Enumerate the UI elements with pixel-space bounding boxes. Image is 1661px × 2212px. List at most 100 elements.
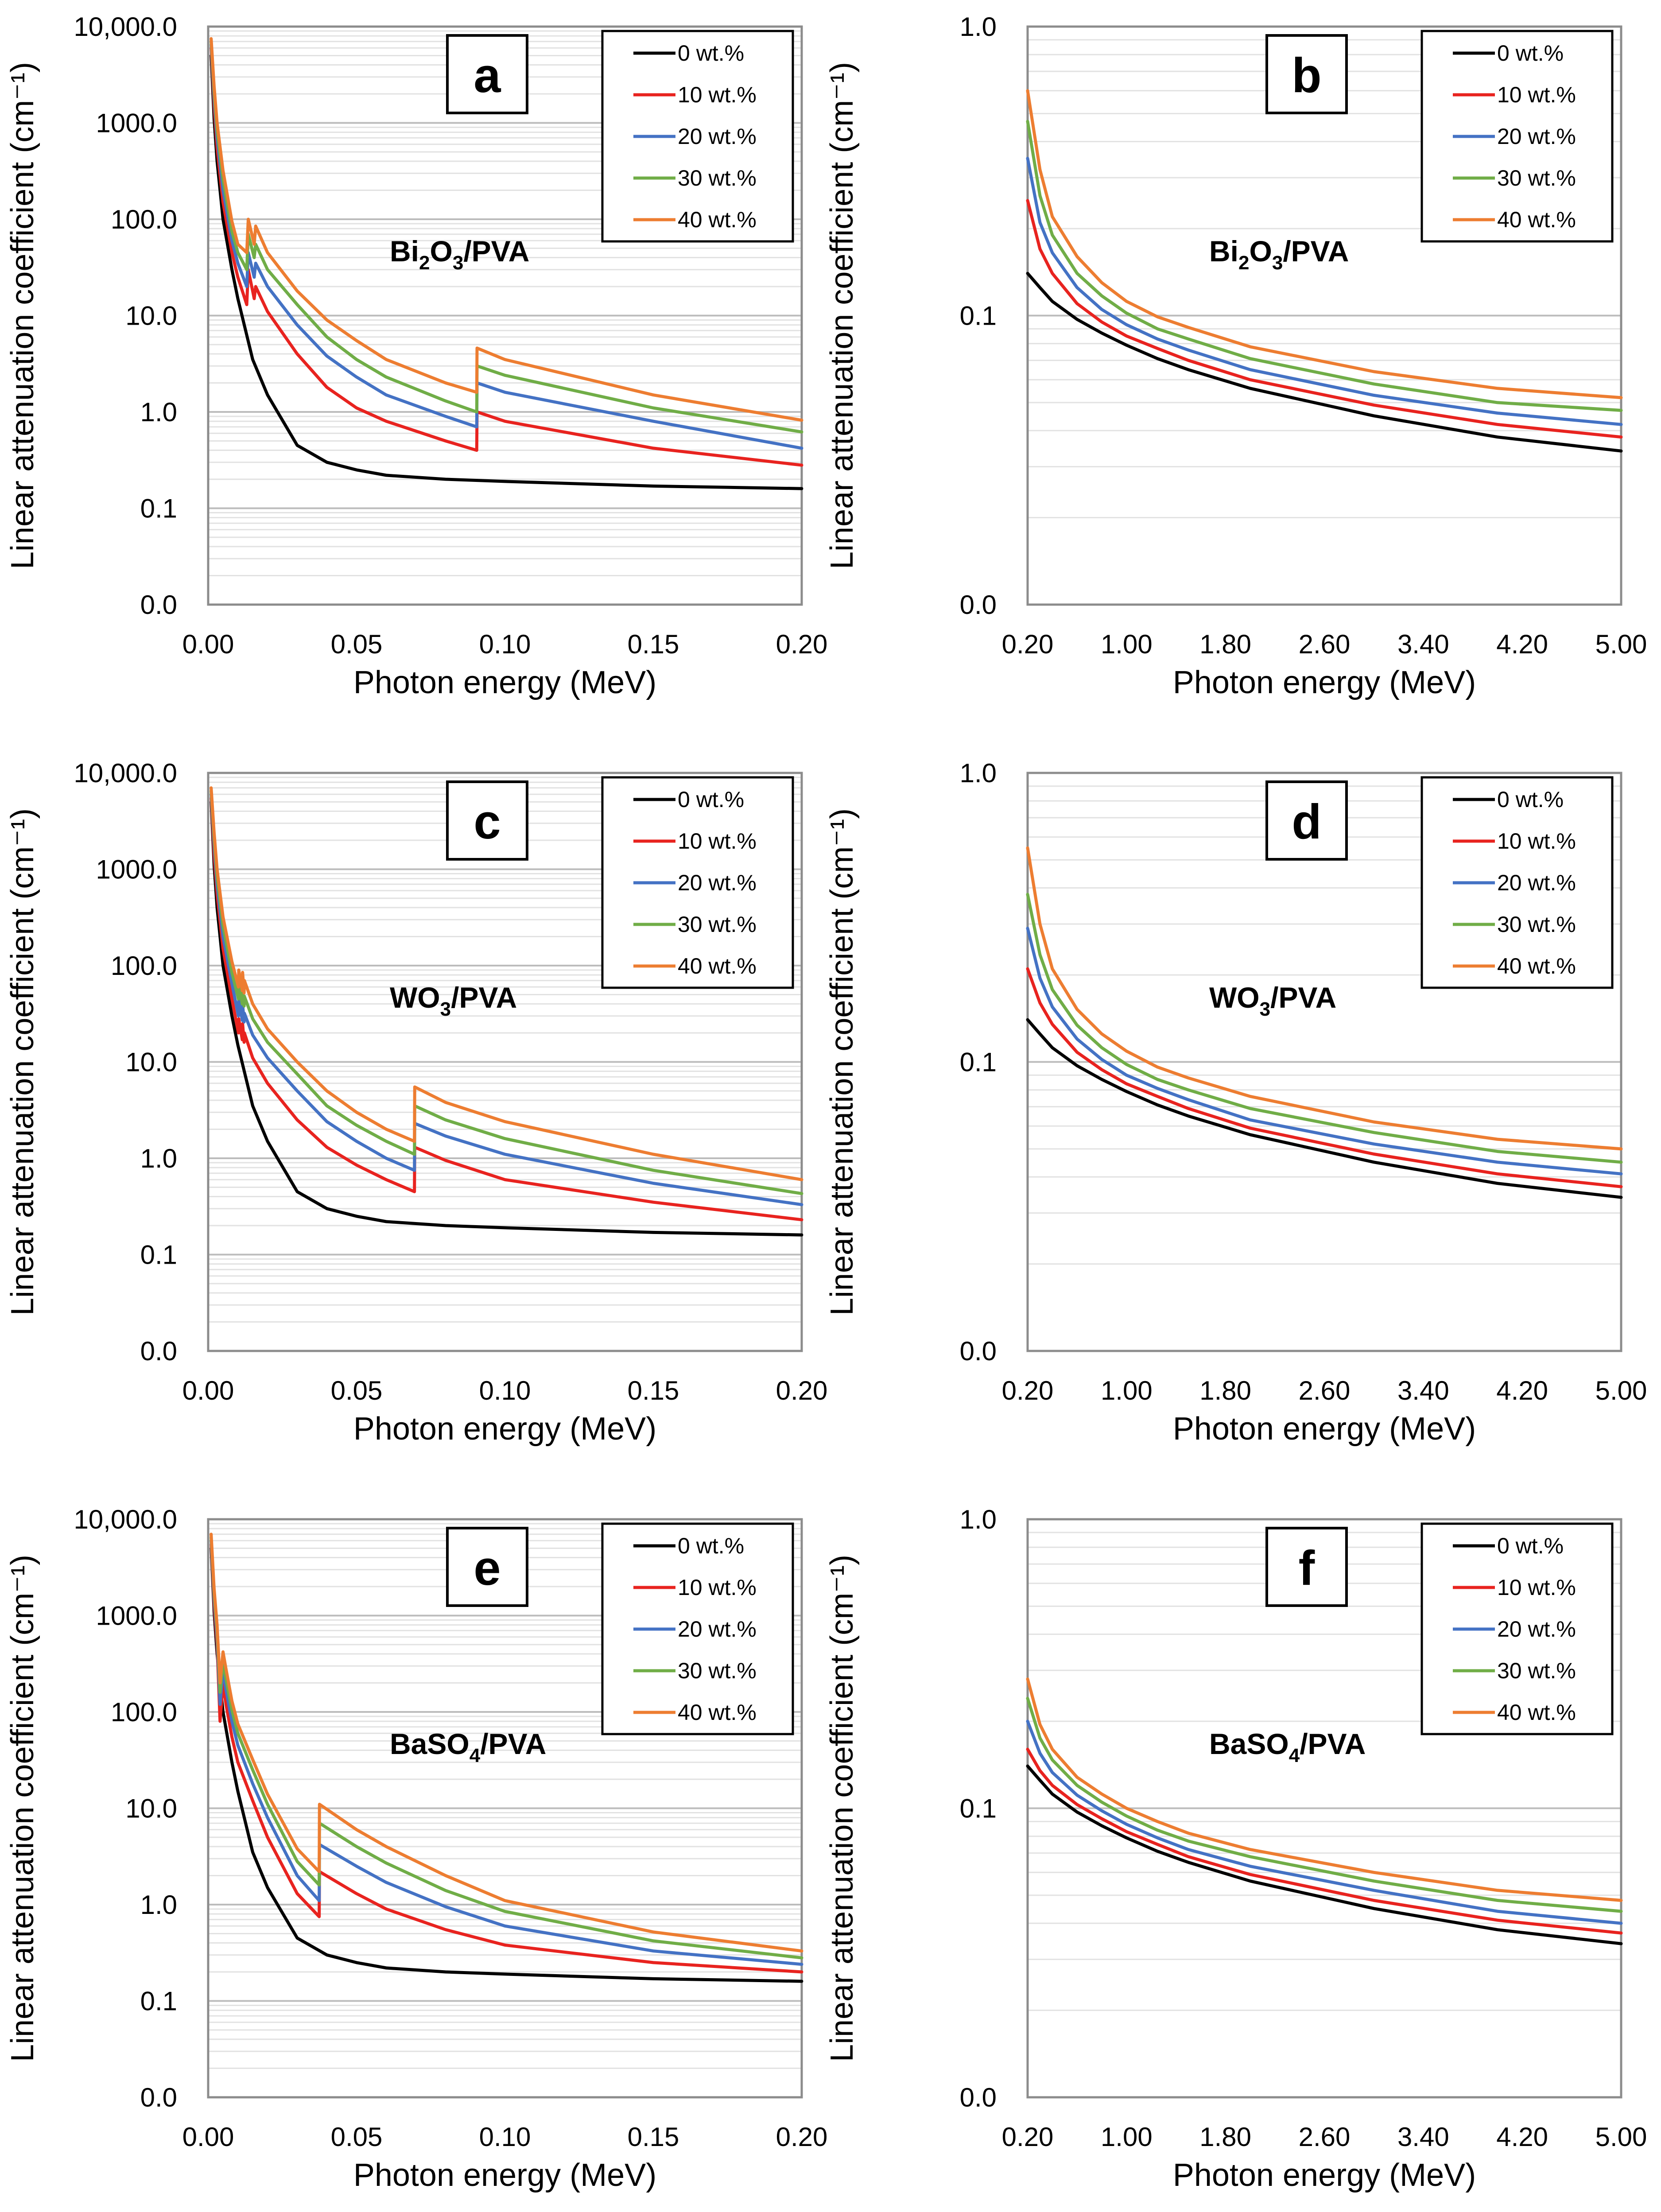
legend-label: 0 wt.% — [1497, 787, 1564, 812]
x-tick-label: 0.20 — [1002, 2122, 1054, 2152]
x-tick-label: 0.20 — [1002, 1376, 1054, 1405]
x-tick-label: 2.60 — [1299, 2122, 1351, 2152]
chart-panel-e: 0.0 0.1 1.0 10.0 100.0 1000.0 10,000.0 0.00 0.05… — [5, 1505, 827, 2193]
x-tick-label: 1.80 — [1199, 2122, 1251, 2152]
chart-panel-c: 0.0 0.1 1.0 10.0 100.0 1000.0 10,000.0 0.00 0.05… — [5, 758, 827, 1447]
material-label-part: /PVA — [1300, 1727, 1366, 1760]
legend-label: 30 wt.% — [1497, 912, 1576, 937]
x-tick-label: 3.40 — [1397, 629, 1449, 659]
y-tick-label: 0.1 — [140, 1987, 177, 2016]
plot-frame — [1026, 1518, 1622, 2099]
material-label-part: O — [1249, 235, 1272, 268]
legend-label: 0 wt.% — [1497, 41, 1564, 66]
legend-label: 0 wt.% — [678, 41, 744, 66]
x-tick-label: 0.05 — [331, 629, 383, 659]
x-tick-label: 2.60 — [1299, 1376, 1351, 1405]
y-tick-label: 100.0 — [111, 951, 177, 981]
y-tick-label: 1000.0 — [96, 109, 177, 138]
y-tick-label: 1.0 — [140, 1890, 177, 1920]
x-tick-label: 3.40 — [1397, 1376, 1449, 1405]
x-axis-title: Photon energy (MeV) — [1173, 1411, 1476, 1447]
y-tick-label: 1.0 — [960, 1505, 997, 1534]
material-label-part: 4 — [470, 1745, 481, 1766]
series-line — [210, 800, 803, 1237]
chart-panel-d: 0.0 0.1 1.0 0.20 1.00 1.80 2.60 3.40 4.20 5.00 Pho… — [824, 758, 1647, 1447]
series-line — [1026, 120, 1623, 412]
series-line — [1026, 967, 1623, 1188]
legend-label: 40 wt.% — [678, 954, 757, 978]
x-tick-label: 0.00 — [182, 2122, 234, 2152]
material-label-part: WO — [390, 981, 440, 1014]
panel-letter-box — [1265, 780, 1348, 861]
y-tick-label: 0.1 — [960, 301, 997, 331]
x-tick-label: 1.80 — [1199, 629, 1251, 659]
material-label-part: 3 — [453, 252, 463, 274]
x-axis-title: Photon energy (MeV) — [353, 2158, 656, 2193]
x-tick-label: 5.00 — [1595, 2122, 1647, 2152]
series-line — [1026, 1747, 1623, 1935]
material-label: Bi2O3/PVA — [390, 235, 529, 274]
series-line — [210, 792, 803, 1207]
legend-label: 40 wt.% — [678, 1700, 757, 1725]
panel-letter: d — [1292, 795, 1321, 849]
material-label-part: /PVA — [1270, 981, 1336, 1014]
material-label-part: /PVA — [463, 235, 529, 268]
material-label-part: 3 — [1260, 998, 1270, 1020]
y-tick-label: 100.0 — [111, 205, 177, 234]
legend-label: 10 wt.% — [1497, 829, 1576, 854]
x-tick-label: 0.20 — [1002, 629, 1054, 659]
y-tick-label: 100.0 — [111, 1697, 177, 1727]
material-label: WO3/PVA — [1209, 981, 1336, 1020]
material-label-part: /PVA — [451, 981, 517, 1014]
plot-frame — [207, 25, 803, 606]
x-tick-label: 4.20 — [1496, 2122, 1548, 2152]
y-tick-label: 0.1 — [960, 1048, 997, 1077]
series-line — [210, 796, 803, 1222]
x-tick-label: 1.00 — [1101, 629, 1153, 659]
material-label-part: 3 — [440, 998, 451, 1020]
y-tick-label: 0.0 — [140, 590, 177, 620]
legend-label: 10 wt.% — [1497, 82, 1576, 107]
y-tick-label: 1.0 — [140, 397, 177, 427]
legend-label: 10 wt.% — [678, 829, 757, 854]
x-tick-label: 4.20 — [1496, 1376, 1548, 1405]
x-axis-title: Photon energy (MeV) — [1173, 665, 1476, 700]
x-tick-label: 5.00 — [1595, 1376, 1647, 1405]
panel-letter: c — [473, 795, 501, 849]
legend-label: 20 wt.% — [678, 1617, 757, 1642]
material-label-part: Bi — [390, 235, 419, 268]
series-line — [1026, 1677, 1623, 1902]
legend-label: 30 wt.% — [678, 1658, 757, 1683]
panel-letter: a — [473, 48, 501, 103]
x-tick-label: 0.10 — [479, 1376, 531, 1405]
x-tick-label: 0.20 — [776, 2122, 828, 2152]
x-tick-label: 0.10 — [479, 2122, 531, 2152]
y-tick-label: 0.0 — [960, 2083, 997, 2112]
x-tick-label: 0.15 — [628, 629, 679, 659]
plot-frame — [1026, 25, 1622, 606]
chart-panel-b: 0.0 0.1 1.0 0.20 1.00 1.80 2.60 3.40 4.20 5.00 Pho… — [824, 12, 1647, 700]
material-label-part: 3 — [1272, 252, 1283, 274]
panel-letter-box — [446, 780, 528, 861]
material-label-part: /PVA — [480, 1727, 546, 1760]
x-tick-label: 0.20 — [776, 1376, 828, 1405]
panel-letter: b — [1292, 48, 1321, 103]
legend-label: 40 wt.% — [1497, 954, 1576, 978]
y-tick-label: 1.0 — [960, 12, 997, 42]
y-tick-label: 0.1 — [960, 1794, 997, 1824]
material-label-part: 2 — [419, 252, 430, 274]
x-tick-label: 0.00 — [182, 1376, 234, 1405]
legend-label: 20 wt.% — [678, 870, 757, 895]
series-line — [210, 37, 803, 422]
x-tick-label: 0.20 — [776, 629, 828, 659]
series-line — [1026, 1719, 1623, 1925]
y-tick-label: 0.0 — [960, 590, 997, 620]
plot-frame — [207, 772, 803, 1352]
material-label-part: WO — [1209, 981, 1260, 1014]
x-tick-label: 1.00 — [1101, 2122, 1153, 2152]
series-line — [1026, 199, 1623, 439]
x-tick-label: 0.00 — [182, 629, 234, 659]
series-line — [210, 1539, 803, 1966]
y-tick-label: 0.0 — [140, 1336, 177, 1366]
legend-label: 30 wt.% — [1497, 166, 1576, 190]
